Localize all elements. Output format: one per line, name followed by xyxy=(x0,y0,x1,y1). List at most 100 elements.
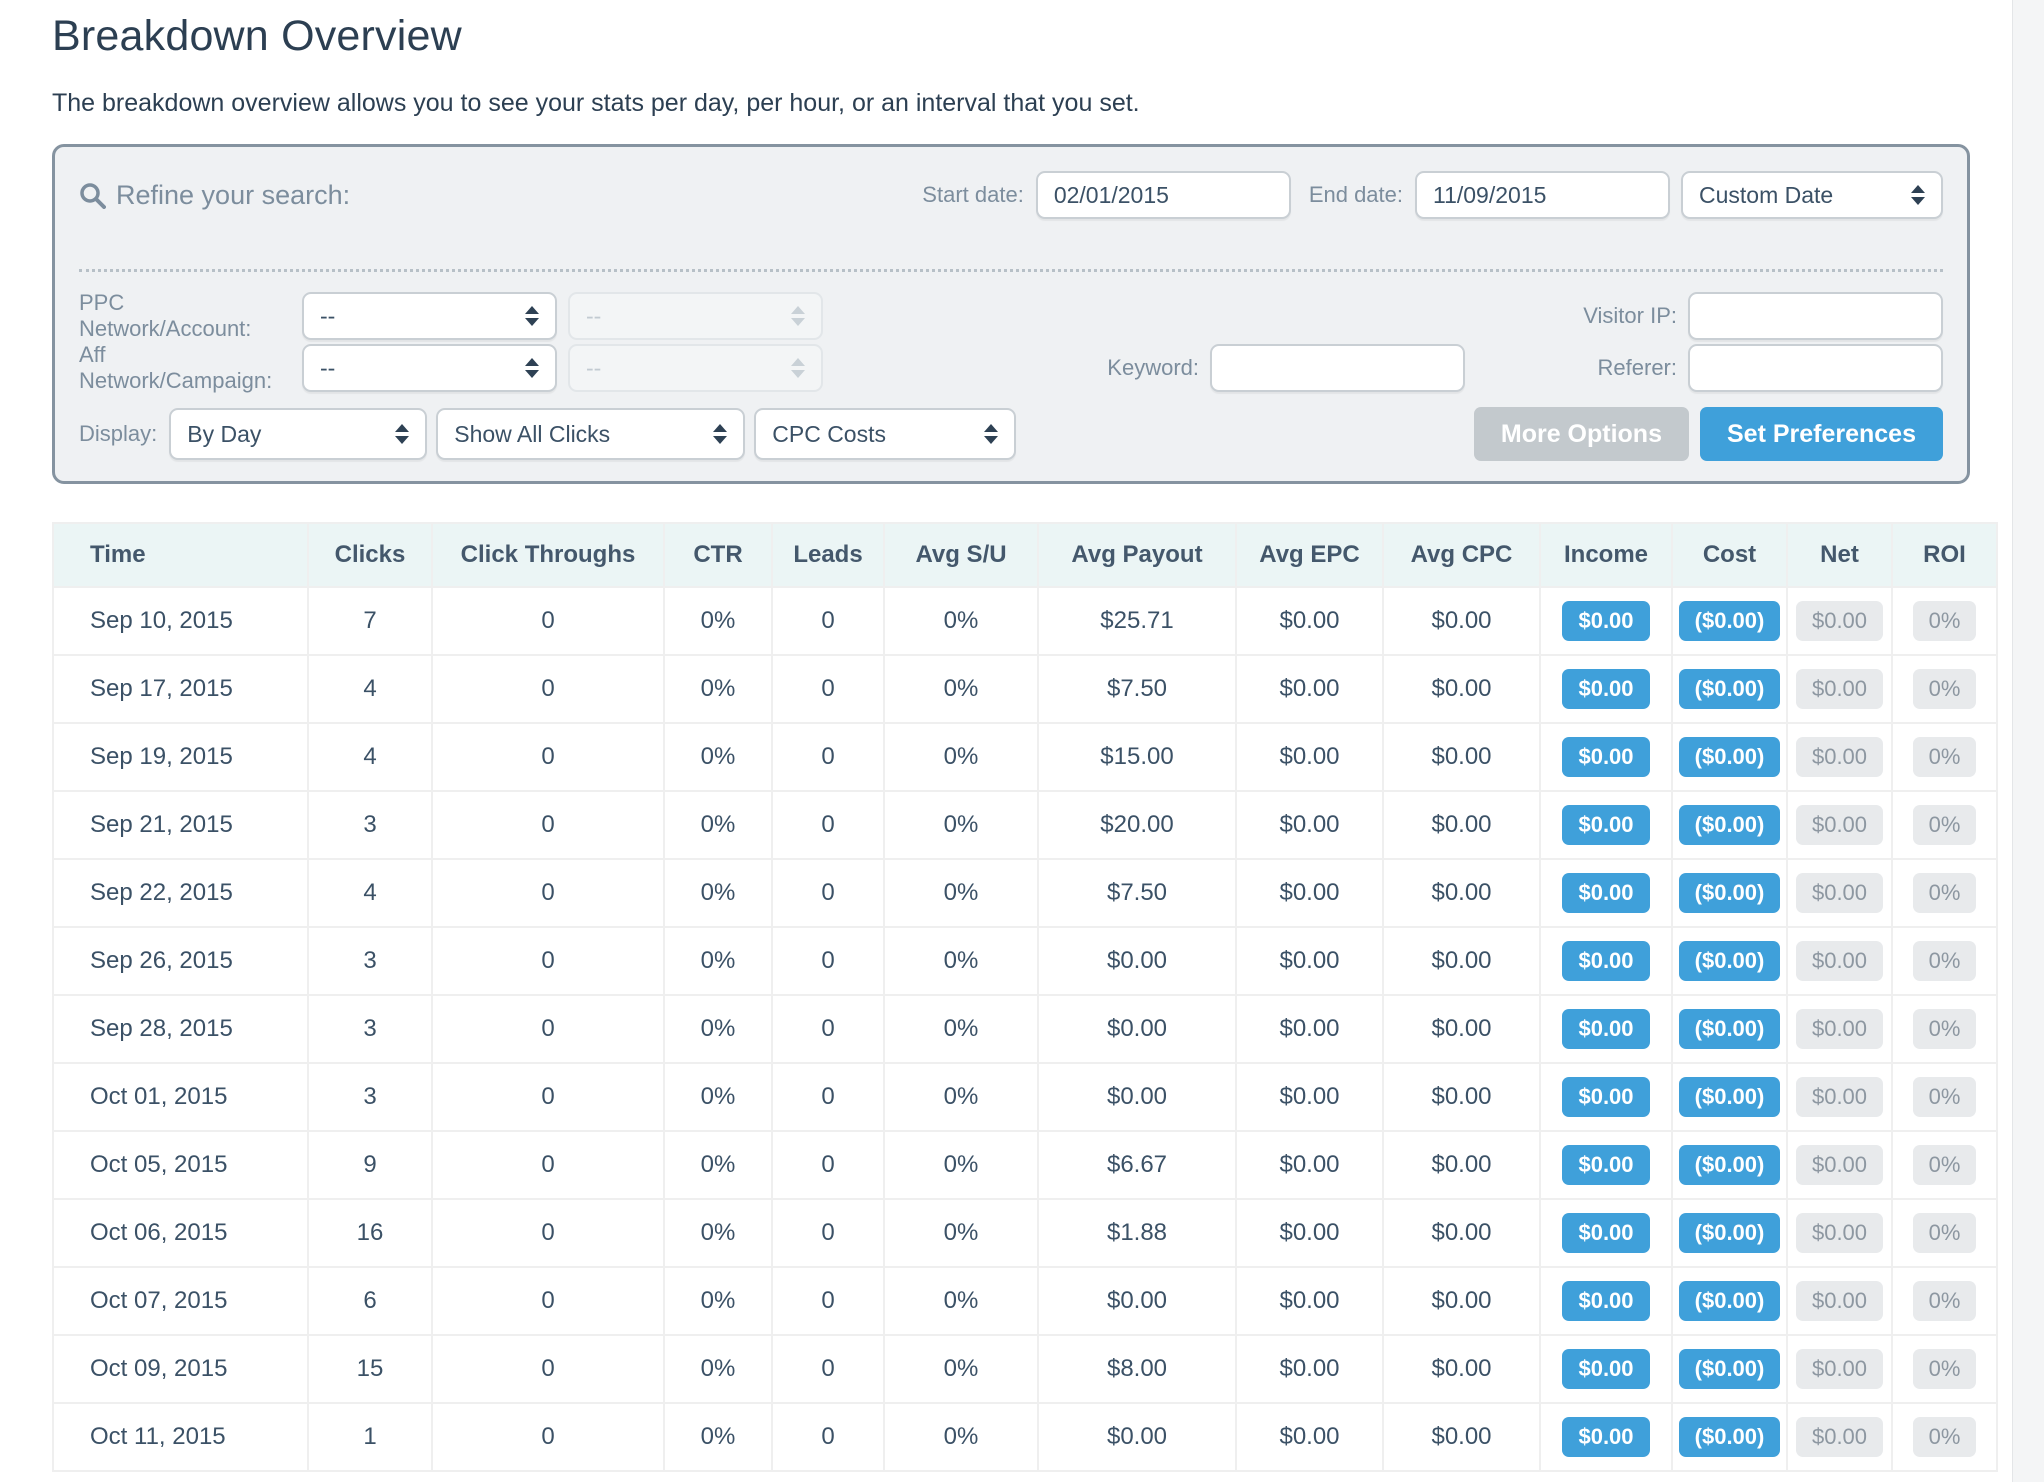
cell-avg-su: 0% xyxy=(885,928,1037,994)
cell-ctr: 0% xyxy=(665,928,771,994)
cell-click-throughs: 0 xyxy=(433,1336,663,1402)
table-row: Oct 01, 2015 3 0 0% 0 0% $0.00 $0.00 $0.… xyxy=(54,1064,1996,1130)
cell-roi: 0% xyxy=(1893,792,1996,858)
cell-avg-cpc: $0.00 xyxy=(1384,724,1539,790)
page-title: Breakdown Overview xyxy=(52,12,462,60)
keyword-input[interactable] xyxy=(1210,344,1465,392)
cell-net: $0.00 xyxy=(1788,1268,1891,1334)
net-badge: $0.00 xyxy=(1795,1349,1884,1389)
cell-income: $0.00 xyxy=(1541,860,1671,926)
cell-roi: 0% xyxy=(1893,1404,1996,1470)
end-date-input[interactable] xyxy=(1415,171,1670,219)
cost-badge: ($0.00) xyxy=(1678,1417,1781,1457)
refine-search-panel: Refine your search: Start date: End date… xyxy=(52,144,1970,484)
cell-ctr: 0% xyxy=(665,1268,771,1334)
costs-filter-value: CPC Costs xyxy=(772,420,886,447)
table-row: Sep 19, 2015 4 0 0% 0 0% $15.00 $0.00 $0… xyxy=(54,724,1996,790)
cell-clicks: 7 xyxy=(309,588,431,654)
roi-badge: 0% xyxy=(1912,1077,1977,1117)
select-arrows-icon xyxy=(525,306,539,326)
cell-leads: 0 xyxy=(773,656,883,722)
cell-leads: 0 xyxy=(773,1064,883,1130)
net-badge: $0.00 xyxy=(1795,941,1884,981)
roi-badge: 0% xyxy=(1912,941,1977,981)
cell-avg-payout: $0.00 xyxy=(1039,928,1235,994)
net-badge: $0.00 xyxy=(1795,601,1884,641)
start-date-input[interactable] xyxy=(1035,171,1291,219)
cell-avg-su: 0% xyxy=(885,996,1037,1062)
clicks-filter-select[interactable]: Show All Clicks xyxy=(436,408,746,460)
cell-click-throughs: 0 xyxy=(433,928,663,994)
income-badge: $0.00 xyxy=(1562,805,1650,845)
scrollbar-track[interactable] xyxy=(2012,0,2044,1482)
cell-avg-cpc: $0.00 xyxy=(1384,1200,1539,1266)
visitor-ip-input[interactable] xyxy=(1688,292,1943,340)
cell-avg-epc: $0.00 xyxy=(1237,724,1382,790)
set-preferences-button[interactable]: Set Preferences xyxy=(1699,407,1943,461)
cell-avg-cpc: $0.00 xyxy=(1384,656,1539,722)
more-options-button[interactable]: More Options xyxy=(1473,407,1689,461)
income-badge: $0.00 xyxy=(1562,873,1650,913)
cell-leads: 0 xyxy=(773,1404,883,1470)
cell-roi: 0% xyxy=(1893,996,1996,1062)
cost-badge: ($0.00) xyxy=(1678,601,1781,641)
cell-cost: ($0.00) xyxy=(1673,996,1786,1062)
cell-cost: ($0.00) xyxy=(1673,792,1786,858)
cell-click-throughs: 0 xyxy=(433,1200,663,1266)
end-date-label: End date: xyxy=(1308,182,1403,207)
col-header-time: Time xyxy=(54,524,307,586)
cell-click-throughs: 0 xyxy=(433,996,663,1062)
cell-avg-payout: $0.00 xyxy=(1039,1268,1235,1334)
col-header-avg-su: Avg S/U xyxy=(885,524,1037,586)
cell-avg-epc: $0.00 xyxy=(1237,1336,1382,1402)
net-badge: $0.00 xyxy=(1795,1009,1884,1049)
cell-time: Oct 01, 2015 xyxy=(54,1064,307,1130)
cell-clicks: 4 xyxy=(309,724,431,790)
ppc-network-label: PPC Network/Account: xyxy=(79,290,252,341)
ppc-network-select[interactable]: -- xyxy=(302,292,557,340)
table-header-row: Time Clicks Click Throughs CTR Leads Avg… xyxy=(54,524,1996,586)
cell-leads: 0 xyxy=(773,724,883,790)
cell-net: $0.00 xyxy=(1788,656,1891,722)
cost-badge: ($0.00) xyxy=(1678,737,1781,777)
cell-roi: 0% xyxy=(1893,1064,1996,1130)
costs-filter-select[interactable]: CPC Costs xyxy=(754,408,1017,460)
cell-ctr: 0% xyxy=(665,792,771,858)
display-interval-select[interactable]: By Day xyxy=(169,408,428,460)
cell-avg-payout: $8.00 xyxy=(1039,1336,1235,1402)
cell-time: Sep 17, 2015 xyxy=(54,656,307,722)
cell-clicks: 4 xyxy=(309,656,431,722)
cell-avg-epc: $0.00 xyxy=(1237,1268,1382,1334)
date-range-select[interactable]: Custom Date xyxy=(1681,171,1943,219)
cell-clicks: 9 xyxy=(309,1132,431,1198)
cell-clicks: 16 xyxy=(309,1200,431,1266)
cell-avg-payout: $15.00 xyxy=(1039,724,1235,790)
roi-badge: 0% xyxy=(1912,669,1977,709)
cell-roi: 0% xyxy=(1893,1132,1996,1198)
cell-clicks: 3 xyxy=(309,792,431,858)
roi-badge: 0% xyxy=(1912,1281,1977,1321)
cell-avg-cpc: $0.00 xyxy=(1384,1132,1539,1198)
cell-avg-cpc: $0.00 xyxy=(1384,1268,1539,1334)
net-badge: $0.00 xyxy=(1795,1213,1884,1253)
cell-click-throughs: 0 xyxy=(433,656,663,722)
table-row: Oct 09, 2015 15 0 0% 0 0% $8.00 $0.00 $0… xyxy=(54,1336,1996,1402)
cell-cost: ($0.00) xyxy=(1673,1404,1786,1470)
aff-network-select[interactable]: -- xyxy=(302,344,557,392)
stats-table: Time Clicks Click Throughs CTR Leads Avg… xyxy=(52,522,1998,1472)
cell-net: $0.00 xyxy=(1788,928,1891,994)
cell-clicks: 3 xyxy=(309,928,431,994)
cell-avg-su: 0% xyxy=(885,1132,1037,1198)
cell-avg-cpc: $0.00 xyxy=(1384,1064,1539,1130)
cell-click-throughs: 0 xyxy=(433,1064,663,1130)
col-header-net: Net xyxy=(1788,524,1891,586)
cell-net: $0.00 xyxy=(1788,860,1891,926)
cell-avg-payout: $0.00 xyxy=(1039,1404,1235,1470)
income-badge: $0.00 xyxy=(1562,1077,1650,1117)
ppc-account-select: -- xyxy=(568,292,823,340)
col-header-cost: Cost xyxy=(1673,524,1786,586)
cell-avg-cpc: $0.00 xyxy=(1384,996,1539,1062)
cell-avg-epc: $0.00 xyxy=(1237,588,1382,654)
cell-income: $0.00 xyxy=(1541,724,1671,790)
referer-input[interactable] xyxy=(1688,344,1943,392)
